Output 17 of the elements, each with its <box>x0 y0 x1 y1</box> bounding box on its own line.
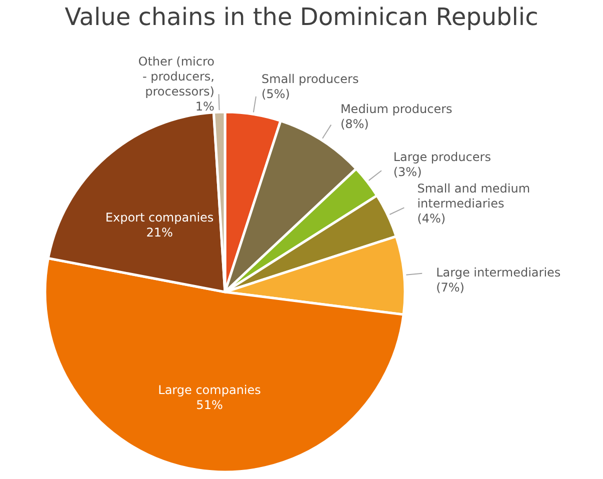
data-label: (7%) <box>436 280 464 294</box>
data-label: (8%) <box>340 116 369 131</box>
slice-label: Large companies <box>158 382 261 397</box>
data-label: (4%) <box>417 211 446 226</box>
data-label: 1% <box>195 100 214 114</box>
slice-label: Export companies <box>105 210 214 225</box>
slice-label: Medium producers <box>340 102 452 116</box>
slice-label: Large intermediaries <box>436 265 561 280</box>
slice-label: Large producers <box>393 150 491 164</box>
data-label: (5%) <box>262 87 290 102</box>
chart-title: Value chains in the Dominican Republic <box>64 3 538 31</box>
data-label: (3%) <box>393 165 422 180</box>
slice-label: Small and medium intermediaries <box>417 181 530 210</box>
slice-label: Small producers <box>262 72 359 86</box>
data-label: 51% <box>196 398 223 412</box>
slice-label: Other (micro - producers, processors) <box>138 54 214 99</box>
data-label: 21% <box>146 226 173 240</box>
